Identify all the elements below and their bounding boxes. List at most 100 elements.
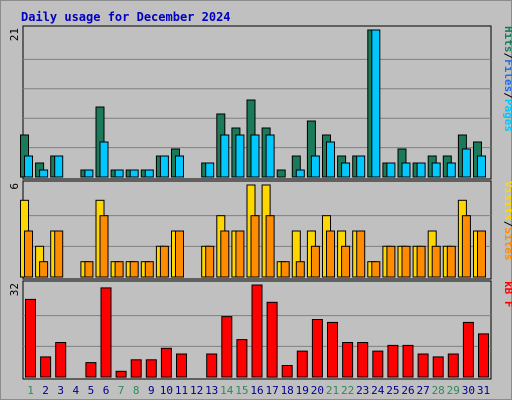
bar-kb-f: [296, 350, 308, 378]
bar-files: [446, 162, 456, 178]
day-label: 23: [356, 384, 369, 397]
day-label: 3: [57, 384, 64, 397]
day-label: 16: [250, 384, 263, 397]
day-label: 12: [190, 384, 203, 397]
panel-visits-sites: 6 Visits/Sites: [8, 180, 512, 280]
panel-kbf: 32 kB F: [8, 280, 512, 380]
bar-sites: [54, 230, 64, 278]
legend-item: kB F: [502, 281, 512, 308]
legend: kB F: [502, 281, 512, 308]
bar-kb-f: [85, 362, 97, 378]
bar-files: [326, 141, 335, 178]
bar-kb-f: [115, 370, 127, 378]
legend-item: /: [502, 221, 512, 228]
day-label: 31: [477, 384, 490, 397]
bar-files: [144, 169, 154, 178]
bar-sites: [401, 245, 411, 278]
day-label: 24: [371, 384, 385, 397]
bar-sites: [265, 215, 275, 278]
bar-files: [114, 169, 124, 178]
bar-sites: [114, 261, 124, 278]
bar-sites: [477, 230, 486, 278]
bar-kb-f: [387, 344, 399, 378]
bar-sites: [250, 215, 260, 278]
bar-files: [205, 162, 215, 178]
bar-sites: [461, 215, 471, 278]
bar-kb-f: [357, 342, 369, 378]
bar-sites: [175, 230, 184, 278]
bar-hits: [276, 169, 286, 178]
day-label: 10: [160, 384, 173, 397]
bar-kb-f: [342, 342, 354, 378]
bar-sites: [431, 245, 441, 278]
bar-kb-f: [160, 347, 172, 378]
bar-kb-f: [176, 353, 187, 378]
day-label: 29: [447, 384, 460, 397]
legend: Hits/Files/Pages: [502, 26, 512, 132]
bar-kb-f: [447, 353, 459, 378]
bar-kb-f: [462, 321, 474, 378]
bar-files: [386, 162, 396, 178]
max-label: 6: [8, 183, 21, 190]
day-label: 28: [432, 384, 445, 397]
legend-item: Visits: [502, 181, 512, 221]
chart-title: Daily usage for December 2024: [21, 10, 231, 24]
day-label: 5: [88, 384, 95, 397]
bar-files: [401, 162, 411, 178]
bar-files: [477, 155, 486, 178]
bar-kb-f: [372, 350, 384, 378]
bar-kb-f: [402, 344, 414, 378]
bar-files: [341, 162, 351, 178]
legend-item: /: [502, 92, 512, 99]
day-label: 2: [42, 384, 49, 397]
bar-sites: [295, 261, 305, 278]
legend-item: Pages: [502, 99, 512, 132]
bar-kb-f: [251, 284, 263, 378]
bar-files: [310, 155, 320, 178]
day-label: 22: [341, 384, 354, 397]
bar-files: [250, 134, 260, 178]
day-label: 25: [386, 384, 399, 397]
bar-kb-f: [327, 321, 338, 378]
day-label: 21: [326, 384, 339, 397]
bar-sites: [205, 245, 215, 278]
bar-files: [99, 141, 109, 178]
bar-files: [39, 169, 49, 178]
bar-kb-f: [221, 316, 233, 378]
bar-files: [416, 162, 426, 178]
bar-kb-f: [206, 353, 218, 378]
bar-sites: [220, 230, 230, 278]
bar-sites: [235, 230, 245, 278]
bar-kb-f: [432, 356, 444, 378]
bar-sites: [99, 215, 109, 278]
bar-kb-f: [417, 353, 429, 378]
bar-sites: [326, 230, 335, 278]
bar-kb-f: [281, 365, 293, 378]
bar-kb-f: [236, 339, 248, 378]
bar-files: [356, 155, 366, 178]
bar-sites: [341, 245, 351, 278]
day-label: 27: [416, 384, 429, 397]
day-label: 4: [72, 384, 79, 397]
bar-files: [220, 134, 230, 178]
max-label: 32: [8, 283, 21, 296]
bar-sites: [371, 261, 381, 278]
bar-kb-f: [130, 359, 142, 378]
day-label: 6: [103, 384, 110, 397]
bar-kb-f: [40, 356, 52, 378]
bar-files: [295, 169, 305, 178]
day-label: 19: [296, 384, 309, 397]
legend-item: Hits: [502, 26, 512, 53]
day-label: 13: [205, 384, 218, 397]
bar-files: [265, 134, 275, 178]
bar-kb-f: [145, 359, 157, 378]
bar-sites: [159, 245, 169, 278]
bar-sites: [386, 245, 396, 278]
day-label: 7: [118, 384, 125, 397]
bar-files: [129, 169, 139, 178]
bar-sites: [144, 261, 154, 278]
day-label: 30: [462, 384, 475, 397]
bar-files: [461, 148, 471, 178]
